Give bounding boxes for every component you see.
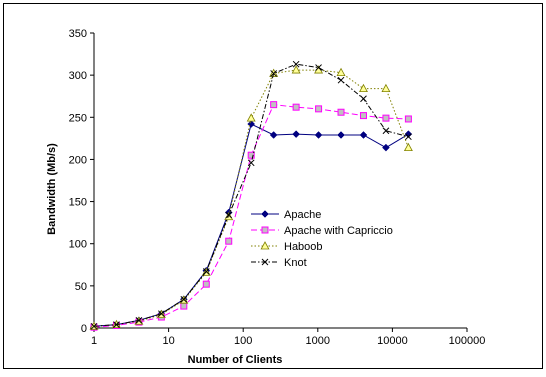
marker-stroke xyxy=(135,317,143,324)
series-line-haboob xyxy=(93,69,409,327)
legend-label: Haboob xyxy=(284,241,323,253)
data-point-apache-with-capriccio xyxy=(404,115,412,123)
data-point-apache xyxy=(269,131,278,139)
legend-swatch-marker xyxy=(261,258,269,266)
chart-border xyxy=(3,3,543,369)
y-tick-label: 200 xyxy=(69,154,87,166)
marker-stroke xyxy=(225,211,233,219)
legend-label: Apache with Capriccio xyxy=(284,225,393,237)
legend-swatch-marker xyxy=(261,210,269,218)
data-point-apache xyxy=(359,131,368,139)
data-point-apache-with-capriccio xyxy=(247,151,255,159)
data-point-knot xyxy=(360,95,367,103)
marker-stroke xyxy=(247,159,255,167)
marker-stroke xyxy=(315,64,322,71)
data-point-apache-with-capriccio xyxy=(180,302,188,310)
data-point-knot xyxy=(180,295,188,303)
data-point-haboob xyxy=(403,142,413,152)
data-point-knot xyxy=(247,159,255,167)
data-point-knot xyxy=(113,321,120,328)
legend-item-apache-with-capriccio: Apache with Capriccio xyxy=(251,225,393,237)
data-point-knot xyxy=(158,310,165,318)
y-tick-label: 100 xyxy=(69,239,87,251)
marker-stroke xyxy=(202,268,210,275)
data-point-apache-with-capriccio xyxy=(315,105,323,113)
data-point-knot xyxy=(292,60,300,68)
y-tick-label: 300 xyxy=(69,70,87,82)
marker-stroke xyxy=(270,70,278,77)
marker-stroke xyxy=(180,295,188,303)
data-point-apache xyxy=(337,131,345,139)
marker-stroke xyxy=(292,60,300,68)
axes: 0 50 100 150 200 250 300 350 1 10 100 1000 10000 1000… xyxy=(69,28,486,347)
legend-item-haboob: Haboob xyxy=(251,241,323,253)
data-point-knot xyxy=(202,268,210,275)
data-point-knot xyxy=(90,322,98,330)
data-point-apache-with-capriccio xyxy=(270,101,278,109)
x-tick-label: 100 xyxy=(234,335,252,347)
data-point-knot xyxy=(337,76,345,84)
y-tick-label: 150 xyxy=(69,197,87,209)
legend-item-knot: Knot xyxy=(251,257,307,269)
legend-label: Apache xyxy=(284,209,321,221)
legend-label: Knot xyxy=(284,257,307,269)
x-tick-label: 100000 xyxy=(449,335,486,347)
y-tick-label: 350 xyxy=(69,28,87,40)
data-point-knot xyxy=(225,211,233,219)
marker-stroke xyxy=(405,133,412,141)
marker-stroke xyxy=(337,76,345,84)
series-layer xyxy=(89,60,413,331)
data-point-knot xyxy=(270,70,278,77)
data-point-haboob xyxy=(246,113,256,122)
data-point-haboob xyxy=(336,67,346,77)
marker-stroke xyxy=(158,310,165,318)
data-point-haboob xyxy=(291,65,301,74)
data-point-knot xyxy=(135,317,143,324)
series-knot xyxy=(90,60,412,330)
data-point-apache-with-capriccio xyxy=(382,114,390,122)
x-tick-label: 10000 xyxy=(377,335,408,347)
data-point-apache-with-capriccio xyxy=(292,103,300,111)
y-axis-title: Bandwidth (Mb/s) xyxy=(46,143,58,235)
legend-swatch-marker xyxy=(260,241,270,250)
data-point-apache xyxy=(314,131,323,139)
x-tick-label: 1000 xyxy=(306,335,330,347)
marker-stroke xyxy=(360,95,367,103)
y-tick-label: 50 xyxy=(75,281,87,293)
data-point-apache-with-capriccio xyxy=(202,280,210,288)
data-point-haboob xyxy=(381,83,391,93)
data-point-apache xyxy=(292,130,300,138)
data-point-knot xyxy=(315,64,322,71)
data-point-haboob xyxy=(359,83,368,93)
data-point-apache xyxy=(382,143,390,152)
x-axis-title: Number of Clients xyxy=(188,354,283,366)
data-point-apache-with-capriccio xyxy=(225,237,233,245)
legend-item-apache: Apache xyxy=(251,209,321,221)
marker-stroke xyxy=(113,321,120,328)
y-tick-label: 250 xyxy=(69,112,87,124)
x-tick-label: 10 xyxy=(162,335,174,347)
data-point-knot xyxy=(382,127,390,135)
marker-stroke xyxy=(382,127,390,135)
legend: Apache Apache with Capriccio Haboob Knot xyxy=(251,209,393,269)
marker-stroke xyxy=(261,258,269,266)
data-point-apache xyxy=(404,130,413,138)
data-point-knot xyxy=(405,133,412,141)
x-tick-label: 1 xyxy=(91,335,97,347)
y-tick-label: 0 xyxy=(81,323,87,335)
data-point-apache-with-capriccio xyxy=(337,108,345,116)
legend-swatch-marker xyxy=(261,226,269,234)
data-point-apache-with-capriccio xyxy=(359,112,367,120)
marker-stroke xyxy=(90,322,98,330)
